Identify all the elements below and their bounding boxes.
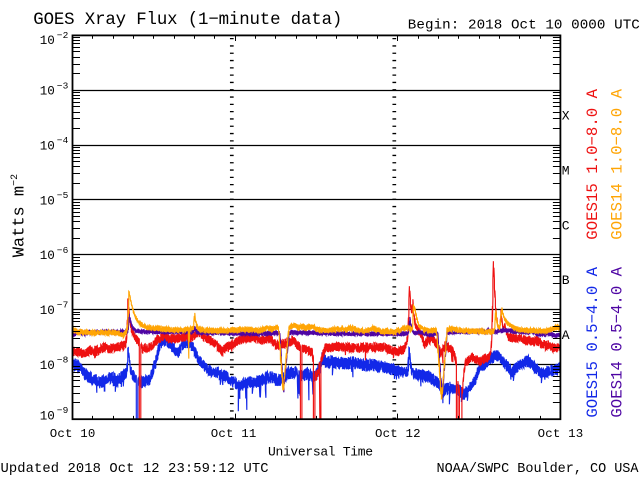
svg-text:GOES14 0.5−4.0 A: GOES14 0.5−4.0 A	[608, 266, 626, 417]
svg-text:A: A	[562, 328, 570, 343]
svg-text:Oct 10: Oct 10	[50, 427, 96, 441]
svg-text:Oct 12: Oct 12	[375, 427, 421, 441]
svg-text:GOES15 0.5−4.0 A: GOES15 0.5−4.0 A	[584, 266, 602, 417]
svg-text:GOES Xray Flux (1−minute data): GOES Xray Flux (1−minute data)	[33, 11, 342, 30]
svg-text:Updated 2018 Oct 12 23:59:12 U: Updated 2018 Oct 12 23:59:12 UTC	[1, 461, 269, 477]
svg-text:−6: −6	[57, 245, 69, 256]
svg-text:Begin: 2018 Oct 10 0000 UTC: Begin: 2018 Oct 10 0000 UTC	[408, 17, 640, 33]
svg-text:10: 10	[40, 409, 55, 423]
svg-text:10: 10	[40, 304, 55, 318]
svg-text:10: 10	[40, 249, 55, 263]
svg-text:−7: −7	[57, 300, 69, 311]
svg-text:Oct 13: Oct 13	[538, 427, 584, 441]
svg-text:Universal Time: Universal Time	[268, 445, 373, 460]
svg-text:B: B	[562, 273, 570, 288]
svg-text:−4: −4	[57, 135, 69, 146]
svg-text:−2: −2	[57, 30, 69, 41]
svg-text:Watts m−2: Watts m−2	[10, 174, 30, 257]
svg-text:10: 10	[40, 194, 55, 208]
svg-text:C: C	[562, 218, 570, 233]
svg-text:−8: −8	[57, 355, 69, 366]
svg-text:X: X	[562, 109, 570, 124]
svg-text:10: 10	[40, 85, 55, 99]
svg-text:M: M	[562, 164, 570, 179]
svg-text:10: 10	[40, 359, 55, 373]
svg-text:Oct 11: Oct 11	[211, 427, 257, 441]
svg-text:10: 10	[40, 34, 55, 48]
svg-text:GOES15 1.0−8.0 A: GOES15 1.0−8.0 A	[584, 88, 602, 239]
svg-text:−5: −5	[57, 190, 69, 201]
svg-text:GOES14 1.0−8.0 A: GOES14 1.0−8.0 A	[608, 88, 626, 239]
svg-text:−9: −9	[57, 405, 69, 416]
svg-text:10: 10	[40, 140, 55, 154]
svg-text:−3: −3	[57, 80, 69, 91]
svg-text:NOAA/SWPC Boulder, CO USA: NOAA/SWPC Boulder, CO USA	[437, 462, 640, 477]
